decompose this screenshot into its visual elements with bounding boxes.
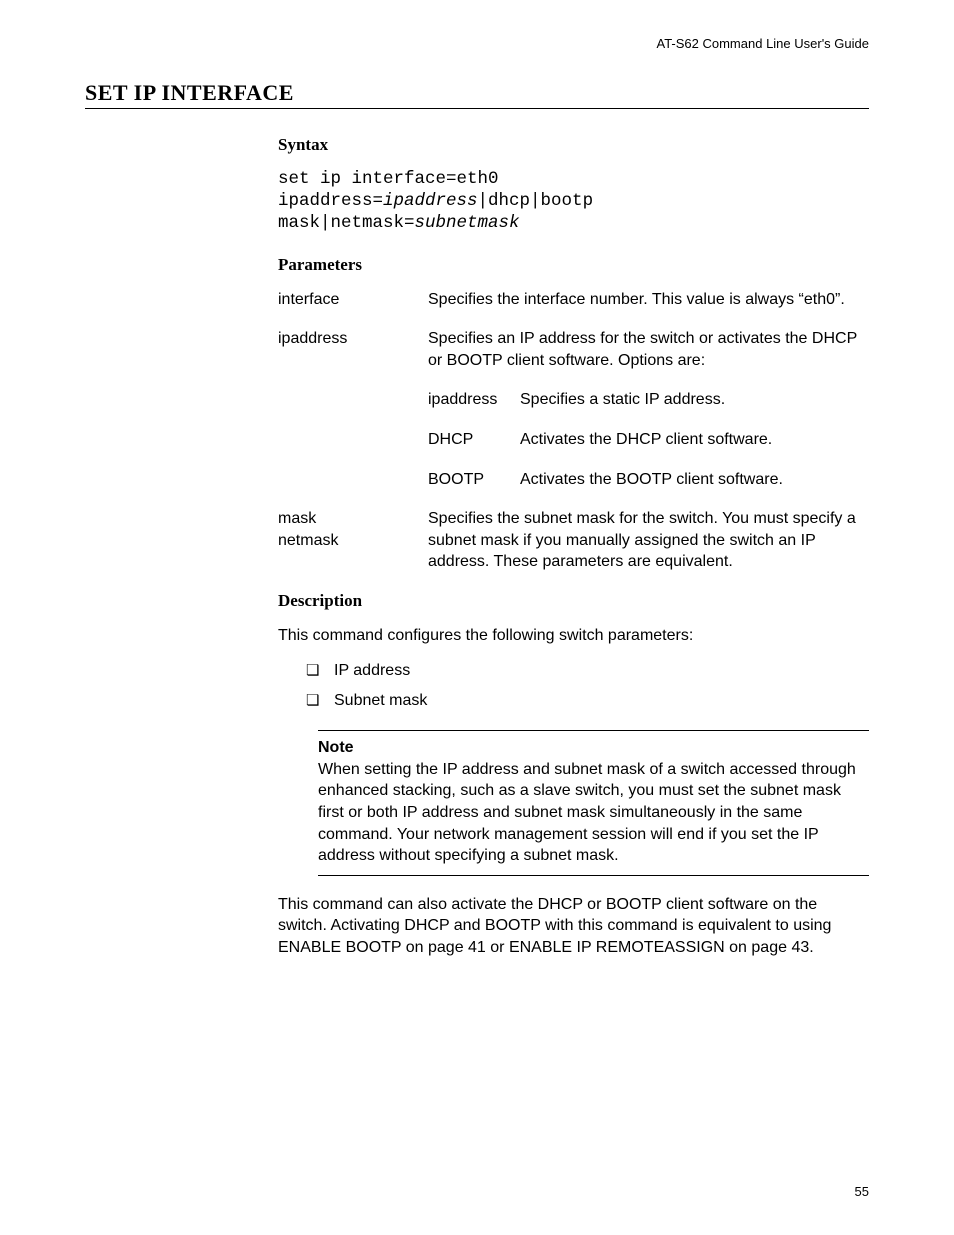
description-after-note: This command can also activate the DHCP … xyxy=(278,894,869,959)
param-name: ipaddress xyxy=(278,328,428,490)
param-row: mask netmask Specifies the subnet mask f… xyxy=(278,508,869,573)
sub-param-desc: Specifies a static IP address. xyxy=(520,389,869,411)
note-box: Note When setting the IP address and sub… xyxy=(318,730,869,876)
sub-param-name: DHCP xyxy=(428,429,520,451)
code-text-italic: ipaddress xyxy=(383,191,478,211)
param-name: mask netmask xyxy=(278,508,428,573)
sub-param-desc: Activates the DHCP client software. xyxy=(520,429,869,451)
page-container: AT-S62 Command Line User's Guide SET IP … xyxy=(0,0,954,1235)
description-bullets: IP address Subnet mask xyxy=(306,661,869,713)
sub-param-name: BOOTP xyxy=(428,469,520,491)
sub-param-row: BOOTP Activates the BOOTP client softwar… xyxy=(428,469,869,491)
bullet-item: Subnet mask xyxy=(306,691,869,712)
syntax-code: set ip interface=eth0 ipaddress=ipaddres… xyxy=(278,169,869,235)
code-text: |dhcp|bootp xyxy=(478,191,594,211)
param-desc: Specifies an IP address for the switch o… xyxy=(428,328,869,490)
description-intro: This command configures the following sw… xyxy=(278,625,869,647)
parameters-heading: Parameters xyxy=(278,255,869,275)
param-row: interface Specifies the interface number… xyxy=(278,289,869,311)
param-name: interface xyxy=(278,289,428,311)
page-number: 55 xyxy=(855,1184,869,1199)
code-text: ipaddress= xyxy=(278,191,383,211)
param-desc: Specifies the interface number. This val… xyxy=(428,289,869,311)
sub-param-name: ipaddress xyxy=(428,389,520,411)
code-text: set ip interface=eth0 xyxy=(278,169,499,189)
code-text-italic: subnetmask xyxy=(415,213,520,233)
description-heading: Description xyxy=(278,591,869,611)
sub-param-desc: Activates the BOOTP client software. xyxy=(520,469,869,491)
bullet-item: IP address xyxy=(306,661,869,682)
parameters-table: interface Specifies the interface number… xyxy=(278,289,869,573)
note-body: When setting the IP address and subnet m… xyxy=(318,759,869,867)
param-row: ipaddress Specifies an IP address for th… xyxy=(278,328,869,490)
syntax-heading: Syntax xyxy=(278,135,869,155)
sub-param-row: ipaddress Specifies a static IP address. xyxy=(428,389,869,411)
param-desc: Specifies the subnet mask for the switch… xyxy=(428,508,869,573)
code-text: mask|netmask= xyxy=(278,213,415,233)
param-desc-text: Specifies an IP address for the switch o… xyxy=(428,330,857,369)
content-area: Syntax set ip interface=eth0 ipaddress=i… xyxy=(278,135,869,973)
running-header: AT-S62 Command Line User's Guide xyxy=(656,36,869,51)
sub-param-row: DHCP Activates the DHCP client software. xyxy=(428,429,869,451)
section-title: SET IP INTERFACE xyxy=(85,80,869,109)
note-title: Note xyxy=(318,737,869,759)
